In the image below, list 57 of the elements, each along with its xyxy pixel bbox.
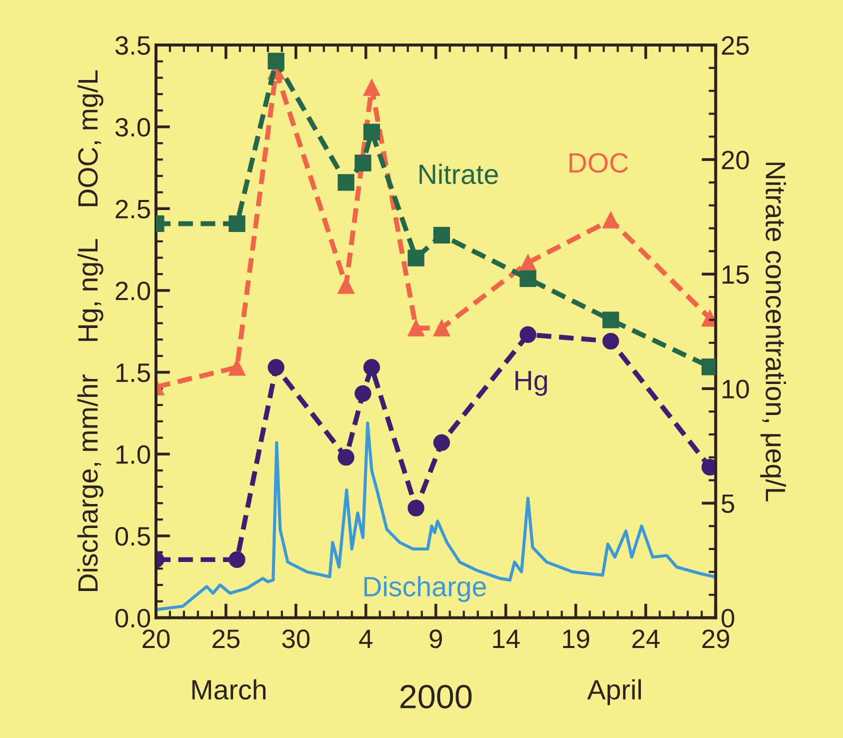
point (363, 124, 380, 140)
y2-tick-label: 0 (722, 608, 734, 628)
y-tick-label: 0.5 (115, 527, 150, 546)
text: March (192, 679, 266, 700)
series-label: Discharge (364, 576, 486, 602)
point (363, 79, 380, 96)
point (433, 434, 450, 451)
y2-tick-label: 10 (722, 380, 749, 398)
y2-tick-label: 15 (722, 266, 749, 284)
y-tick-label: 3.5 (115, 36, 150, 55)
x-tick-label: 19 (563, 630, 590, 648)
series-label: DOC (570, 153, 628, 173)
x-tick-label: 25 (212, 630, 240, 648)
y-axis-title: Discharge, mm/hr Hg, ng/L DOC, mg/L (77, 70, 104, 591)
line-series (156, 421, 716, 612)
y2-tick-label: 25 (722, 36, 749, 55)
point (433, 320, 450, 336)
y2-tick-label: 20 (722, 150, 749, 170)
y-tick-label: 2.0 (116, 282, 150, 300)
point (602, 332, 620, 350)
point (338, 449, 354, 466)
x-tick-label: 20 (142, 630, 170, 648)
point (228, 359, 246, 376)
point (602, 312, 620, 328)
point (354, 154, 372, 172)
y-tick-label: 3.0 (115, 118, 150, 137)
x-tick-label: 30 (282, 630, 310, 648)
point (268, 359, 284, 376)
series-label: Hg (516, 370, 547, 396)
point (408, 500, 424, 516)
y-tick-label: 1.5 (116, 364, 150, 382)
x-tick-label: 24 (632, 630, 660, 648)
series-label: Nitrate (420, 164, 498, 184)
x-axis-title: 2000 (400, 684, 472, 708)
point (354, 385, 372, 402)
point (363, 359, 380, 376)
point (408, 250, 424, 266)
y-tick-label: 0.0 (115, 608, 150, 628)
point (602, 212, 620, 228)
x-tick-label: 29 (702, 630, 730, 648)
y2-axis-title: Nitrate concentration, μeq/L (760, 162, 786, 502)
point (408, 320, 424, 336)
point (228, 551, 246, 568)
point (433, 226, 450, 244)
y-tick-label: 2.5 (116, 200, 150, 218)
x-tick-label: 9 (430, 630, 442, 648)
point (228, 215, 246, 232)
point (268, 52, 284, 70)
point (520, 270, 536, 288)
point (338, 174, 354, 191)
point (520, 326, 536, 343)
y2-tick-label: 5 (722, 494, 734, 513)
x-tick-label: 14 (493, 630, 520, 648)
y-tick-label: 1.0 (116, 445, 150, 464)
text: April (587, 679, 641, 706)
x-tick-label: 4 (359, 630, 372, 648)
point (520, 254, 536, 271)
